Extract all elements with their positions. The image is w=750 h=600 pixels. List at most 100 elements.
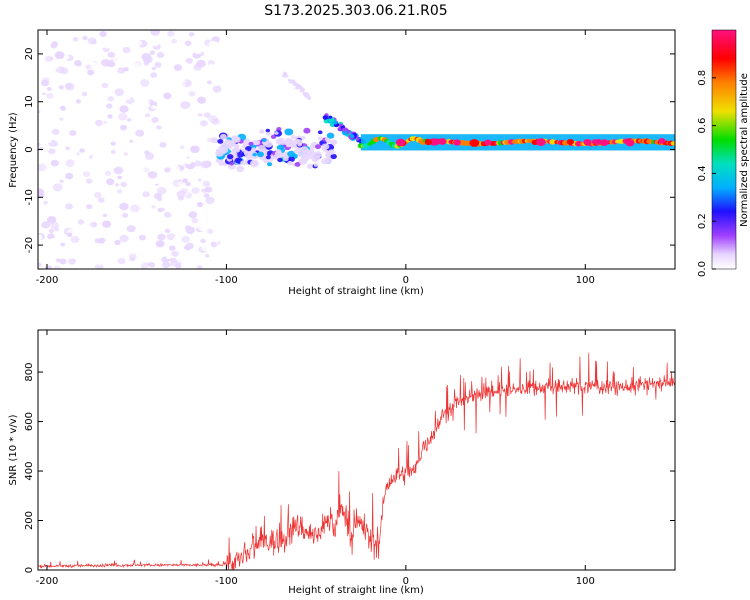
spectral-blob [265, 128, 270, 133]
spectral-blob [453, 139, 461, 146]
spectral-blob [123, 94, 131, 101]
spectral-blob [325, 153, 331, 157]
spectral-blob [94, 257, 105, 266]
spectral-blob [345, 212, 349, 215]
snr-ylabel: SNR (10 * v/v) [8, 414, 19, 485]
spectral-blob [212, 85, 222, 93]
spectral-blob [194, 160, 202, 167]
spectral-blob [152, 178, 160, 185]
spectral-blob [134, 223, 141, 229]
spectral-blob [156, 186, 167, 195]
spectral-blob [85, 178, 93, 184]
spectral-blob [149, 128, 155, 132]
spectral-blob [159, 78, 164, 83]
spectral-blob [259, 129, 265, 134]
spectral-blob [105, 77, 115, 85]
spectral-blob [122, 217, 127, 221]
spectral-blob [211, 118, 220, 125]
spectral-blob [82, 35, 88, 41]
spectral-blob [48, 148, 56, 155]
spectral-blob [126, 118, 132, 122]
spectral-blob [128, 52, 134, 57]
spectral-blob [203, 112, 211, 118]
spectral-blob [209, 49, 217, 55]
spectral-blob [151, 205, 156, 209]
spectral-blob [277, 157, 283, 163]
spectral-blob [328, 149, 336, 155]
spectral-blob [85, 64, 92, 70]
y-tick-label: 200 [24, 511, 35, 530]
colorbar-tick-label: 0.6 [697, 118, 708, 134]
spectral-blob [38, 142, 41, 147]
spectral-blob [66, 110, 76, 117]
spectral-blob [89, 221, 97, 228]
spectral-blob [81, 91, 88, 97]
spectral-blob [91, 40, 97, 45]
spectral-blob [102, 256, 109, 262]
colorbar-tick-label: 0.0 [697, 261, 708, 277]
spectral-blob [123, 152, 128, 156]
spectral-blob [87, 69, 95, 76]
spectral-blob [51, 41, 59, 47]
spectral-blob [213, 212, 221, 219]
spectral-blob [166, 60, 172, 66]
spectral-blob [197, 223, 208, 232]
spectral-blob [292, 82, 298, 86]
spectral-blob [79, 148, 85, 153]
spectral-blob [197, 96, 207, 104]
y-tick-label: 600 [24, 412, 35, 431]
spectral-blob [149, 50, 156, 55]
spectral-blob [326, 132, 335, 139]
spectral-blob [145, 249, 154, 257]
spectral-blob [163, 76, 171, 83]
spectral-blob [197, 178, 202, 182]
spectral-blob [290, 134, 296, 139]
spectral-blob [331, 242, 335, 246]
spectral-blob [51, 128, 60, 135]
spectral-blob [257, 151, 264, 158]
spectral-blob [209, 70, 215, 74]
spectral-blob [116, 196, 125, 203]
spectral-blob [102, 213, 108, 218]
spectral-blob [55, 58, 65, 67]
spectral-blob [306, 163, 314, 169]
spectral-blob [202, 180, 211, 187]
spectral-blob [206, 83, 213, 89]
spectral-blob [110, 141, 116, 146]
spectral-blob [243, 150, 249, 154]
spectral-blob [187, 70, 193, 75]
spectral-blob [69, 130, 77, 136]
snr-series-line [38, 352, 675, 570]
spectral-blob [328, 115, 333, 119]
y-tick-label: 800 [24, 363, 35, 382]
spectral-blob [117, 67, 126, 74]
spectral-blob [134, 262, 141, 268]
snr-panel: -200 -100 0 100 0 200 400 600 800 Height of stra… [8, 329, 676, 596]
x-tick-label: 0 [403, 275, 409, 286]
spectral-blob [188, 211, 198, 219]
spectral-blob [45, 265, 53, 269]
spectral-blob [227, 144, 233, 149]
spectral-blob [48, 228, 55, 234]
spectral-blob [45, 137, 52, 143]
y-tick-label: 10 [24, 95, 35, 108]
spectral-blob [115, 183, 120, 187]
spectral-blob [215, 149, 224, 157]
spectral-blob [46, 92, 54, 99]
spectral-blob [150, 72, 158, 78]
spectral-blob [201, 243, 211, 252]
spectral-blob [317, 136, 323, 141]
spectral-blob [110, 214, 119, 220]
spectral-blob [267, 162, 273, 167]
spectral-blob [173, 64, 183, 71]
spectral-blob [60, 106, 66, 112]
spectral-blob [171, 136, 181, 145]
spectral-blob [287, 156, 295, 163]
spectral-blob [122, 46, 131, 54]
spectral-blob [86, 87, 96, 95]
spectral-blob [248, 141, 254, 146]
spectral-blob [50, 238, 55, 242]
spectral-blob [326, 229, 331, 233]
spectral-blob [163, 160, 168, 164]
